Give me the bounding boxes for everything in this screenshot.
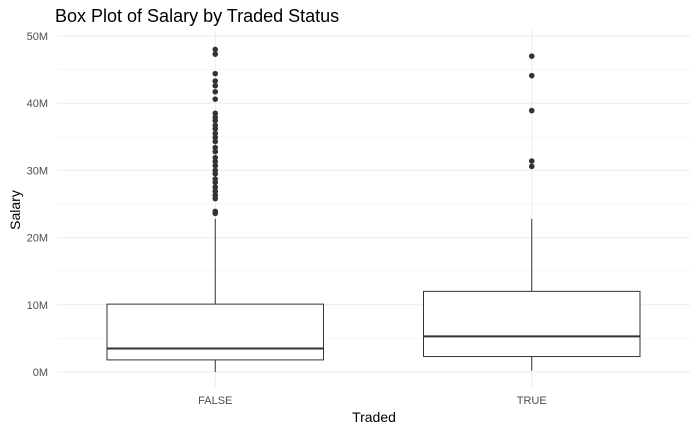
outlier-point bbox=[528, 53, 535, 59]
y-axis-ticks: 0M 10M 20M 30M 40M 50M bbox=[27, 31, 48, 379]
box-iqr bbox=[423, 290, 641, 358]
outlier-point bbox=[212, 122, 219, 129]
outlier-point bbox=[212, 82, 219, 89]
outlier-point bbox=[212, 167, 219, 174]
outlier-point bbox=[212, 162, 219, 169]
outlier-point bbox=[212, 138, 219, 145]
box-layer bbox=[106, 46, 641, 372]
y-tick-label: 50M bbox=[27, 31, 48, 43]
outlier-point bbox=[212, 158, 219, 165]
y-tick-label: 40M bbox=[27, 98, 48, 110]
outlier-point bbox=[212, 130, 219, 137]
x-tick-label: FALSE bbox=[198, 395, 232, 407]
y-tick-label: 20M bbox=[27, 233, 48, 245]
outlier-point bbox=[212, 184, 219, 190]
y-tick-label: 10M bbox=[27, 300, 48, 312]
box-iqr bbox=[106, 303, 324, 361]
y-axis-title: Salary bbox=[7, 190, 23, 230]
chart-title: Box Plot of Salary by Traded Status bbox=[55, 6, 339, 26]
outlier-point bbox=[212, 88, 219, 95]
box-group-false bbox=[106, 46, 324, 372]
outlier-point bbox=[212, 96, 219, 102]
outlier-point bbox=[528, 158, 535, 164]
outlier-point bbox=[212, 154, 219, 161]
outlier-point bbox=[212, 148, 219, 155]
outlier-point bbox=[212, 192, 219, 199]
x-axis-title: Traded bbox=[352, 409, 396, 425]
outlier-point bbox=[212, 176, 219, 182]
outlier-point bbox=[212, 110, 219, 117]
outlier-point bbox=[212, 78, 219, 84]
outlier-point bbox=[528, 107, 535, 114]
outlier-point bbox=[212, 134, 219, 141]
box-group-true bbox=[423, 53, 641, 371]
outlier-point bbox=[528, 72, 535, 79]
outlier-point bbox=[212, 51, 219, 57]
outlier-point bbox=[212, 188, 219, 195]
outlier-point bbox=[528, 163, 535, 170]
outlier-point bbox=[212, 208, 219, 215]
outlier-point bbox=[212, 114, 219, 121]
outlier-point bbox=[212, 144, 219, 151]
outlier-point bbox=[212, 70, 219, 77]
y-tick-label: 30M bbox=[27, 165, 48, 177]
x-axis-ticks: FALSE TRUE bbox=[198, 395, 547, 407]
y-tick-label: 0M bbox=[33, 367, 48, 379]
x-tick-label: TRUE bbox=[517, 395, 547, 407]
outlier-point bbox=[212, 46, 219, 53]
